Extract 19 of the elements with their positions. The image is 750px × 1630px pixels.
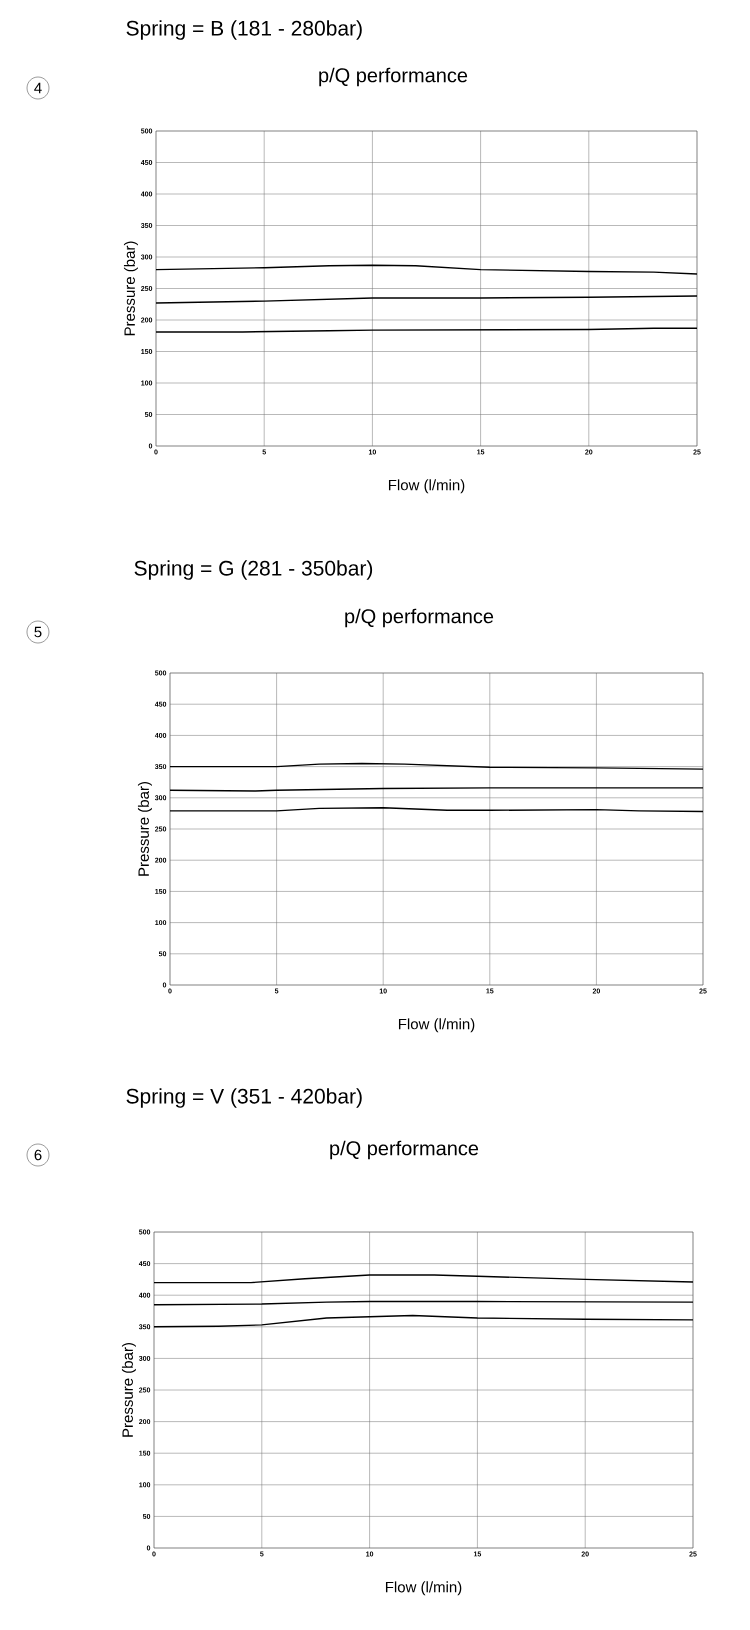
text: 5	[34, 626, 42, 638]
line-series	[155, 295, 698, 304]
chart-title: p/Q performance	[330, 1140, 479, 1160]
x-axis-title: Flow (l/min)	[388, 479, 465, 494]
y-axis-title: Pressure (bar)	[121, 1343, 136, 1437]
chart-subtitle: Spring = V (351 - 420bar)	[126, 1088, 362, 1108]
y-axis-title: Pressure (bar)	[137, 782, 152, 876]
text: 6	[34, 1149, 42, 1161]
line-series	[153, 1314, 694, 1328]
chart-subtitle: Spring = G (281 - 350bar)	[134, 560, 373, 580]
chart-title: p/Q performance	[319, 67, 468, 87]
x-axis-title: Flow (l/min)	[398, 1018, 475, 1033]
chart-subtitle: Spring = B (181 - 280bar)	[126, 20, 362, 40]
line-series	[155, 264, 698, 275]
line-series	[153, 1274, 694, 1284]
x-axis-title: Flow (l/min)	[385, 1581, 462, 1596]
y-axis-title: Pressure (bar)	[123, 241, 138, 336]
text: 4	[34, 82, 42, 94]
chart-title: p/Q performance	[345, 608, 494, 628]
